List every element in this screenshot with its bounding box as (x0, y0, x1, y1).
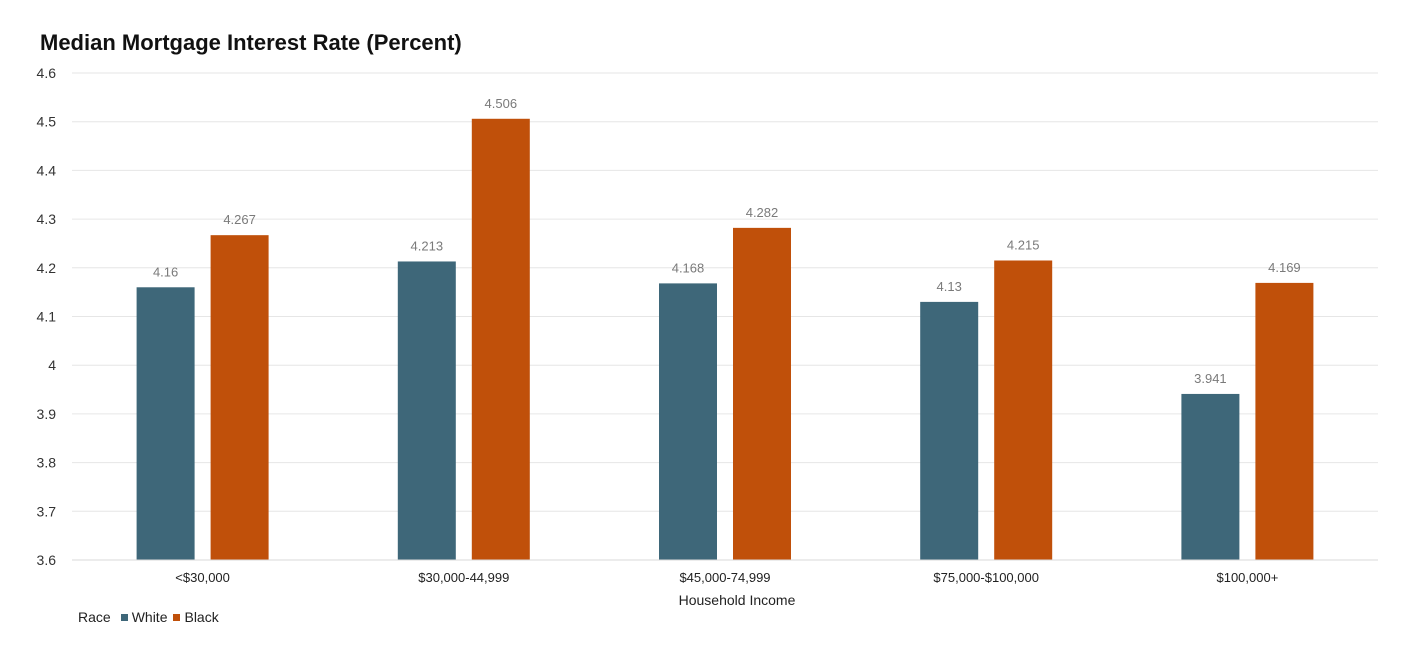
legend-swatch-black (173, 613, 181, 621)
y-tick-label: 4.5 (37, 114, 57, 130)
data-label: 4.16 (153, 264, 178, 279)
x-tick-label: $30,000-44,999 (418, 570, 509, 585)
y-tick-label: 3.8 (37, 455, 57, 471)
data-label: 4.169 (1268, 260, 1301, 275)
data-label: 4.282 (746, 205, 779, 220)
data-label: 4.13 (937, 279, 962, 294)
bar-black (733, 227, 791, 560)
y-tick-label: 3.7 (37, 503, 57, 519)
legend-item-black: Black (173, 609, 219, 625)
y-tick-label: 3.6 (37, 552, 57, 568)
legend-title: Race (78, 609, 111, 625)
bar-white (1181, 393, 1240, 560)
bar-white (397, 261, 456, 560)
y-tick-label: 4.6 (37, 65, 57, 81)
y-tick-label: 4.3 (37, 211, 57, 227)
bar-black (471, 118, 530, 560)
y-tick-label: 3.9 (37, 406, 57, 422)
y-tick-label: 4.1 (37, 309, 57, 325)
legend-item-white: White (120, 609, 168, 625)
data-label: 4.213 (411, 238, 444, 253)
bar-black (1255, 282, 1314, 560)
chart-title: Median Mortgage Interest Rate (Percent) (40, 30, 462, 55)
legend: Race White Black (78, 609, 225, 625)
x-tick-label: $100,000+ (1216, 570, 1278, 585)
bar-white (920, 301, 979, 560)
y-tick-label: 4.4 (37, 162, 57, 178)
x-tick-label: <$30,000 (175, 570, 230, 585)
x-tick-label: $45,000-74,999 (679, 570, 770, 585)
bar-black (994, 260, 1053, 560)
y-tick-label: 4 (48, 357, 56, 373)
bar-white (136, 287, 195, 560)
x-tick-label: $75,000-$100,000 (933, 570, 1039, 585)
x-axis-title: Household Income (679, 592, 796, 608)
legend-label-black: Black (184, 609, 219, 625)
data-label: 4.168 (672, 260, 705, 275)
data-label: 3.941 (1194, 371, 1227, 386)
legend-swatch-white (120, 613, 128, 621)
data-label: 4.215 (1007, 237, 1040, 252)
bar-black (210, 235, 269, 560)
data-label: 4.267 (223, 212, 256, 227)
legend-label-white: White (131, 609, 168, 625)
y-tick-label: 4.2 (37, 260, 57, 276)
bar-white (659, 283, 717, 560)
data-label: 4.506 (485, 96, 518, 111)
